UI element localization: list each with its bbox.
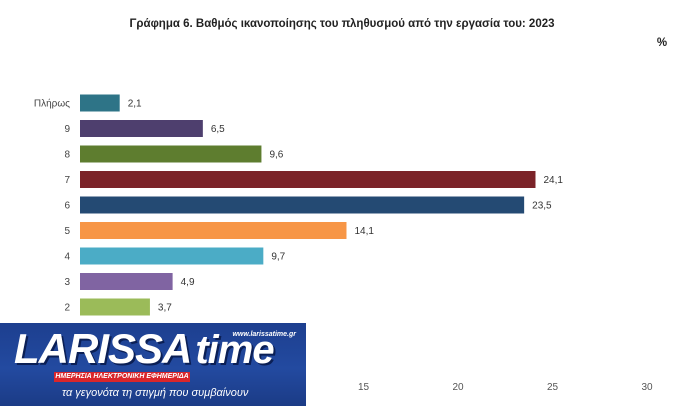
category-label: Πλήρως xyxy=(34,98,70,110)
logo-url: www.larissatime.gr xyxy=(232,331,296,338)
bar xyxy=(80,222,347,239)
data-label: 3,7 xyxy=(158,303,172,314)
bar xyxy=(80,171,536,188)
data-labels: 2,1 6,5 9,6 24,1 23,5 14,1 9,7 4,9 3,7 xyxy=(128,99,564,314)
bar xyxy=(80,273,173,290)
bar xyxy=(80,120,203,137)
data-label: 23,5 xyxy=(532,201,552,212)
bars-layer xyxy=(80,94,536,316)
bar xyxy=(80,247,264,265)
data-label: 6,5 xyxy=(211,124,225,135)
data-label: 14,1 xyxy=(354,226,374,237)
x-tick-label: 30 xyxy=(641,382,653,393)
category-labels: Πλήρως 9 8 7 6 5 4 3 2 xyxy=(34,98,71,314)
category-label: 6 xyxy=(64,201,70,212)
category-label: 2 xyxy=(64,303,70,314)
logo-brand-left: LARISSA xyxy=(14,325,192,372)
logo-tagline: τα γεγονότα τη στιγμή που συμβαίνουν xyxy=(62,387,249,399)
x-axis-ticks: 15 20 25 30 xyxy=(358,382,653,393)
bar xyxy=(80,196,525,214)
category-label: 5 xyxy=(64,226,70,237)
data-label: 2,1 xyxy=(128,99,142,110)
bar xyxy=(80,145,262,163)
category-label: 3 xyxy=(64,277,70,288)
unit-label: % xyxy=(657,37,667,49)
bar xyxy=(80,94,120,112)
x-tick-label: 25 xyxy=(547,382,559,393)
logo-wordmark: LARISSA time xyxy=(14,325,275,372)
logo-brand-right: time xyxy=(195,328,274,372)
data-label: 9,6 xyxy=(269,150,283,161)
bar xyxy=(80,298,150,316)
logo-banner: ΗΜΕΡΗΣΙΑ ΗΛΕΚΤΡΟΝΙΚΗ ΕΦΗΜΕΡΙΔΑ xyxy=(54,372,190,382)
data-label: 24,1 xyxy=(543,175,563,186)
larissatime-logo: LARISSA time www.larissatime.gr ΗΜΕΡΗΣΙΑ… xyxy=(0,323,306,406)
data-label: 9,7 xyxy=(271,252,285,263)
x-tick-label: 20 xyxy=(452,382,464,393)
category-label: 4 xyxy=(64,252,70,263)
category-label: 9 xyxy=(64,124,70,135)
chart-title: Γράφημα 6. Βαθμός ικανοποίησης του πληθυ… xyxy=(129,18,554,30)
data-label: 4,9 xyxy=(181,277,195,288)
category-label: 8 xyxy=(64,150,70,161)
x-tick-label: 15 xyxy=(358,382,370,393)
category-label: 7 xyxy=(64,175,70,186)
